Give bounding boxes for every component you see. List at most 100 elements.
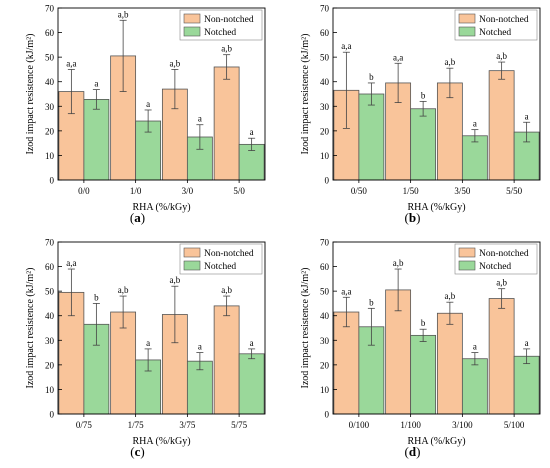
x-tick-label: 1/0 xyxy=(130,186,142,196)
y-tick-label: 10 xyxy=(320,151,330,161)
significance-label: a,a xyxy=(341,286,351,296)
bar-non-notched xyxy=(213,305,240,415)
y-tick-label: 60 xyxy=(320,262,330,272)
significance-label: a,b xyxy=(118,285,129,295)
chart-panel-b: a,a a,a a,b a,b b b a a 0 10 20 30 40 50 60 70 0/50 1/50 3… xyxy=(300,4,541,213)
y-axis-label: Izod impact resistence (kJ/m²) xyxy=(300,33,311,154)
y-tick-label: 20 xyxy=(45,360,55,370)
legend-label: Notched xyxy=(479,262,511,272)
x-tick-label: 5/0 xyxy=(233,186,245,196)
y-tick-label: 40 xyxy=(320,311,330,321)
panel-caption-a: (a) xyxy=(129,210,146,225)
x-tick-label: 5/75 xyxy=(231,420,248,430)
bar-notched xyxy=(513,355,540,415)
y-tick-label: 40 xyxy=(320,77,330,87)
chart-panel-d: a,a a,b a,b a,b b b a a 0 10 20 30 40 50 60 70 0/100 1/10… xyxy=(300,238,541,447)
x-axis-label: RHA (%/kGy) xyxy=(132,202,190,213)
significance-label: a,b xyxy=(496,278,507,288)
y-tick-label: 0 xyxy=(50,176,55,186)
panel-caption-d: (d) xyxy=(404,444,421,459)
significance-label: a,a xyxy=(66,258,76,268)
x-tick-label: 0/0 xyxy=(78,186,90,196)
x-tick-label: 3/0 xyxy=(182,186,194,196)
legend-label: Notched xyxy=(204,28,236,38)
legend-label: Non-notched xyxy=(204,15,254,25)
x-tick-label: 0/100 xyxy=(349,420,370,430)
significance-label: a,b xyxy=(170,275,181,285)
y-tick-label: 50 xyxy=(320,287,330,297)
x-tick-label: 1/50 xyxy=(403,186,420,196)
y-tick-label: 70 xyxy=(45,238,55,248)
plot-frame xyxy=(332,241,541,415)
chart-panel-a: a,a a,b a,b a,b a a a a 0 10 20 30 40 50 60 70 0/0 1/0 3/0… xyxy=(25,4,266,213)
y-tick-label: 10 xyxy=(45,385,55,395)
y-tick-label: 30 xyxy=(45,336,55,346)
significance-label: a xyxy=(198,342,202,352)
significance-label: a,b xyxy=(445,57,456,67)
bar-non-notched xyxy=(436,82,463,181)
legend-swatch-notched xyxy=(458,260,476,271)
y-tick-label: 10 xyxy=(320,385,330,395)
significance-label: a xyxy=(473,342,477,352)
significance-label: a,a xyxy=(66,58,76,68)
y-tick-label: 70 xyxy=(320,4,330,14)
y-tick-label: 30 xyxy=(320,336,330,346)
y-tick-label: 20 xyxy=(320,360,330,370)
significance-label: a xyxy=(250,127,254,137)
y-tick-label: 20 xyxy=(45,126,55,136)
bar-non-notched xyxy=(333,311,360,415)
y-tick-label: 70 xyxy=(45,4,55,14)
y-axis-label: Izod impact resistence (kJ/m²) xyxy=(25,33,36,154)
significance-label: a xyxy=(94,79,98,89)
legend-swatch-notched xyxy=(458,26,476,37)
legend-swatch-non-notched xyxy=(183,13,201,24)
significance-label: a,b xyxy=(221,44,232,54)
significance-label: a,a xyxy=(341,41,351,51)
y-tick-label: 0 xyxy=(50,410,55,420)
bar-non-notched xyxy=(488,70,515,181)
y-tick-label: 60 xyxy=(320,28,330,38)
x-tick-label: 1/75 xyxy=(128,420,145,430)
x-tick-label: 0/50 xyxy=(351,186,368,196)
x-tick-label: 3/100 xyxy=(452,420,473,430)
y-tick-label: 50 xyxy=(45,287,55,297)
x-tick-label: 5/50 xyxy=(506,186,523,196)
legend-label: Notched xyxy=(204,262,236,272)
panel-caption-b: (b) xyxy=(404,210,421,225)
legend-label: Non-notched xyxy=(479,15,529,25)
significance-label: a,b xyxy=(118,9,129,19)
bar-notched xyxy=(410,108,437,181)
plot-frame xyxy=(332,7,541,181)
legend-label: Notched xyxy=(479,28,511,38)
significance-label: a xyxy=(250,338,254,348)
significance-label: b xyxy=(421,90,426,100)
x-axis-label: RHA (%/kGy) xyxy=(407,436,465,447)
significance-label: a,a xyxy=(393,52,403,62)
significance-label: b xyxy=(369,72,374,82)
legend-swatch-notched xyxy=(183,26,201,37)
bar-notched xyxy=(461,358,488,415)
legend-swatch-non-notched xyxy=(458,13,476,24)
bar-non-notched xyxy=(488,298,515,415)
significance-label: a,b xyxy=(496,51,507,61)
y-tick-label: 20 xyxy=(320,126,330,136)
legend-label: Non-notched xyxy=(479,249,529,259)
x-tick-label: 3/50 xyxy=(454,186,471,196)
significance-label: a,b xyxy=(221,285,232,295)
legend-swatch-notched xyxy=(183,260,201,271)
significance-label: a xyxy=(146,338,150,348)
bar-non-notched xyxy=(436,312,463,415)
x-tick-label: 1/100 xyxy=(400,420,421,430)
y-tick-label: 10 xyxy=(45,151,55,161)
chart-panel-c: a,a a,b a,b a,b b a a a 0 10 20 30 40 50 60 70 0/75 1/75 3… xyxy=(25,238,266,447)
y-tick-label: 70 xyxy=(320,238,330,248)
y-tick-label: 40 xyxy=(45,77,55,87)
significance-label: a xyxy=(525,338,529,348)
y-tick-label: 60 xyxy=(45,28,55,38)
significance-label: a,b xyxy=(393,258,404,268)
plot-frame xyxy=(57,7,266,181)
y-tick-label: 30 xyxy=(320,102,330,112)
significance-label: a xyxy=(146,99,150,109)
legend-swatch-non-notched xyxy=(183,247,201,258)
